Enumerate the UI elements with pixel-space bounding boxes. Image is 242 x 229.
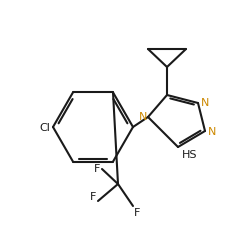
Text: N: N: [139, 112, 147, 121]
Text: N: N: [208, 126, 216, 136]
Text: N: N: [201, 98, 209, 108]
Text: Cl: Cl: [39, 123, 50, 132]
Text: F: F: [134, 207, 140, 217]
Text: F: F: [90, 191, 96, 201]
Text: F: F: [94, 163, 100, 173]
Text: HS: HS: [182, 149, 197, 159]
